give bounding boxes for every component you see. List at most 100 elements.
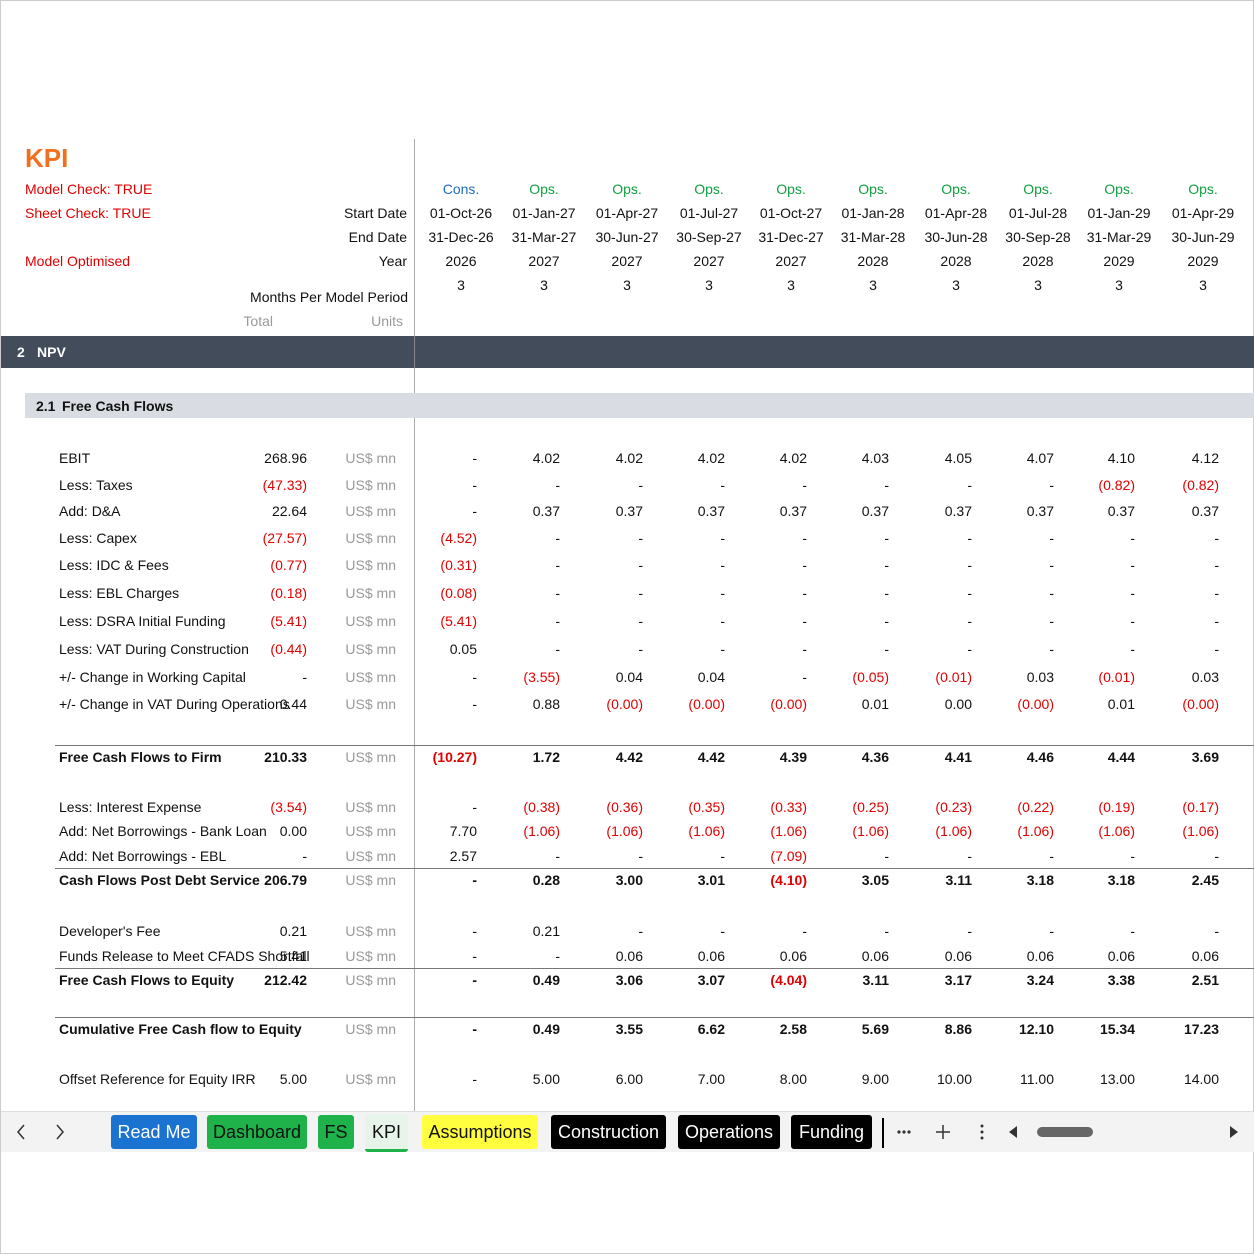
end-date: 30-Jun-28: [924, 229, 988, 245]
year: 2027: [528, 253, 560, 269]
cell-value: (0.17): [1182, 799, 1219, 815]
cell-value: 0.37: [1107, 503, 1135, 519]
cell-value: 7.00: [697, 1071, 725, 1087]
cell-value: (1.06): [935, 823, 972, 839]
start-date: 01-Apr-27: [595, 205, 659, 221]
months: 3: [705, 277, 713, 293]
row-label: Funds Release to Meet CFADS Shortfall: [59, 948, 310, 964]
next-button[interactable]: [56, 1124, 64, 1140]
row-units: US$ mn: [345, 613, 396, 629]
cell-value: (0.00): [1017, 696, 1054, 712]
cell-value: (1.06): [852, 823, 889, 839]
cell-value: -: [1049, 848, 1054, 864]
cell-value: -: [555, 530, 560, 546]
row-units: US$ mn: [345, 585, 396, 601]
end-date: 31-Mar-28: [840, 229, 906, 245]
cell-value: 4.02: [615, 450, 643, 466]
tab-controls: [17, 1118, 1238, 1148]
cell-value: 0.37: [779, 503, 807, 519]
row-label: EBIT: [59, 450, 91, 466]
cell-value: 3.06: [615, 972, 643, 988]
check: Sheet Check: TRUE: [25, 205, 151, 221]
row-total: -: [302, 848, 307, 864]
row-border: [55, 745, 1254, 746]
cell-value: 3.07: [697, 972, 725, 988]
sheet-tab[interactable]: Operations: [678, 1115, 780, 1149]
cell-value: -: [967, 477, 972, 493]
row-total: (3.54): [270, 799, 307, 815]
cell-value: (1.06): [606, 823, 643, 839]
sheet-tab[interactable]: Dashboard: [207, 1115, 307, 1149]
more-tabs[interactable]: [897, 1130, 911, 1134]
subsection-number: 2.1: [36, 398, 56, 414]
cell-value: 0.01: [861, 696, 889, 712]
column-label: Units: [371, 313, 403, 329]
cell-value: 0.88: [532, 696, 560, 712]
cell-value: 4.42: [615, 749, 643, 765]
cell-value: 0.37: [697, 503, 725, 519]
cell-value: (7.09): [770, 848, 807, 864]
row-units: US$ mn: [345, 972, 396, 988]
menu[interactable]: [980, 1124, 984, 1140]
row-label: End Date: [348, 229, 407, 245]
row-label: Free Cash Flows to Equity: [59, 972, 235, 988]
section-band: 2 NPV: [1, 336, 1254, 368]
cell-value: -: [802, 585, 807, 601]
start-date: 01-Jan-27: [512, 205, 576, 221]
add-sheet[interactable]: [936, 1125, 950, 1139]
start-date: 01-Jan-29: [1087, 205, 1151, 221]
cell-value: (0.08): [440, 585, 477, 601]
cell-value: 0.00: [944, 696, 972, 712]
sheet-tab[interactable]: Funding: [791, 1115, 872, 1149]
row-total: 0.21: [279, 923, 307, 939]
cell-value: (3.55): [523, 669, 560, 685]
scroll-thumb[interactable]: [1037, 1127, 1093, 1137]
cell-value: 4.36: [861, 749, 889, 765]
end-date: 31-Dec-26: [428, 229, 494, 245]
divider: [414, 336, 415, 368]
cell-value: 4.46: [1026, 749, 1054, 765]
year: 2029: [1103, 253, 1135, 269]
row-units: US$ mn: [345, 669, 396, 685]
sheet-tab[interactable]: KPI: [365, 1115, 408, 1152]
row-label: Free Cash Flows to Firm: [59, 749, 222, 765]
cell-value: -: [1130, 530, 1135, 546]
scroll-right[interactable]: [1230, 1126, 1238, 1138]
row-units: US$ mn: [345, 503, 396, 519]
end-date: 31-Mar-27: [511, 229, 577, 245]
sheet-title: KPI: [25, 143, 69, 173]
sheet-tab[interactable]: Assumptions: [422, 1115, 538, 1149]
row-label: Offset Reference for Equity IRR: [59, 1071, 256, 1087]
cell-value: 14.00: [1183, 1071, 1219, 1087]
cell-value: 15.34: [1099, 1021, 1135, 1037]
cell-value: 3.55: [615, 1021, 643, 1037]
cell-value: 0.06: [861, 948, 889, 964]
cell-value: -: [720, 557, 725, 573]
cell-value: 0.05: [449, 641, 477, 657]
cell-value: (10.27): [432, 749, 477, 765]
months: 3: [1115, 277, 1123, 293]
cell-value: -: [472, 450, 477, 466]
sheet-tab[interactable]: FS: [318, 1115, 354, 1149]
cell-value: (0.25): [852, 799, 889, 815]
cell-value: 3.18: [1026, 872, 1054, 888]
cell-value: (0.19): [1098, 799, 1135, 815]
cell-value: -: [1130, 641, 1135, 657]
row-total: 5.00: [279, 1071, 307, 1087]
cell-value: -: [967, 848, 972, 864]
start-date: 01-Jul-28: [1008, 205, 1068, 221]
row-border: [55, 1017, 1254, 1018]
start-date: 01-Oct-27: [759, 205, 823, 221]
row-total: 0.44: [279, 696, 307, 712]
prev-button[interactable]: [17, 1124, 25, 1140]
cell-value: 4.12: [1191, 450, 1219, 466]
sheet-tab[interactable]: Read Me: [111, 1115, 197, 1149]
cell-value: -: [967, 530, 972, 546]
scroll-left[interactable]: [1009, 1126, 1017, 1138]
row-total: (0.77): [270, 557, 307, 573]
cell-value: 4.44: [1107, 749, 1135, 765]
cell-value: -: [1214, 641, 1219, 657]
row-units: US$ mn: [345, 450, 396, 466]
sheet-tab[interactable]: Construction: [551, 1115, 666, 1149]
